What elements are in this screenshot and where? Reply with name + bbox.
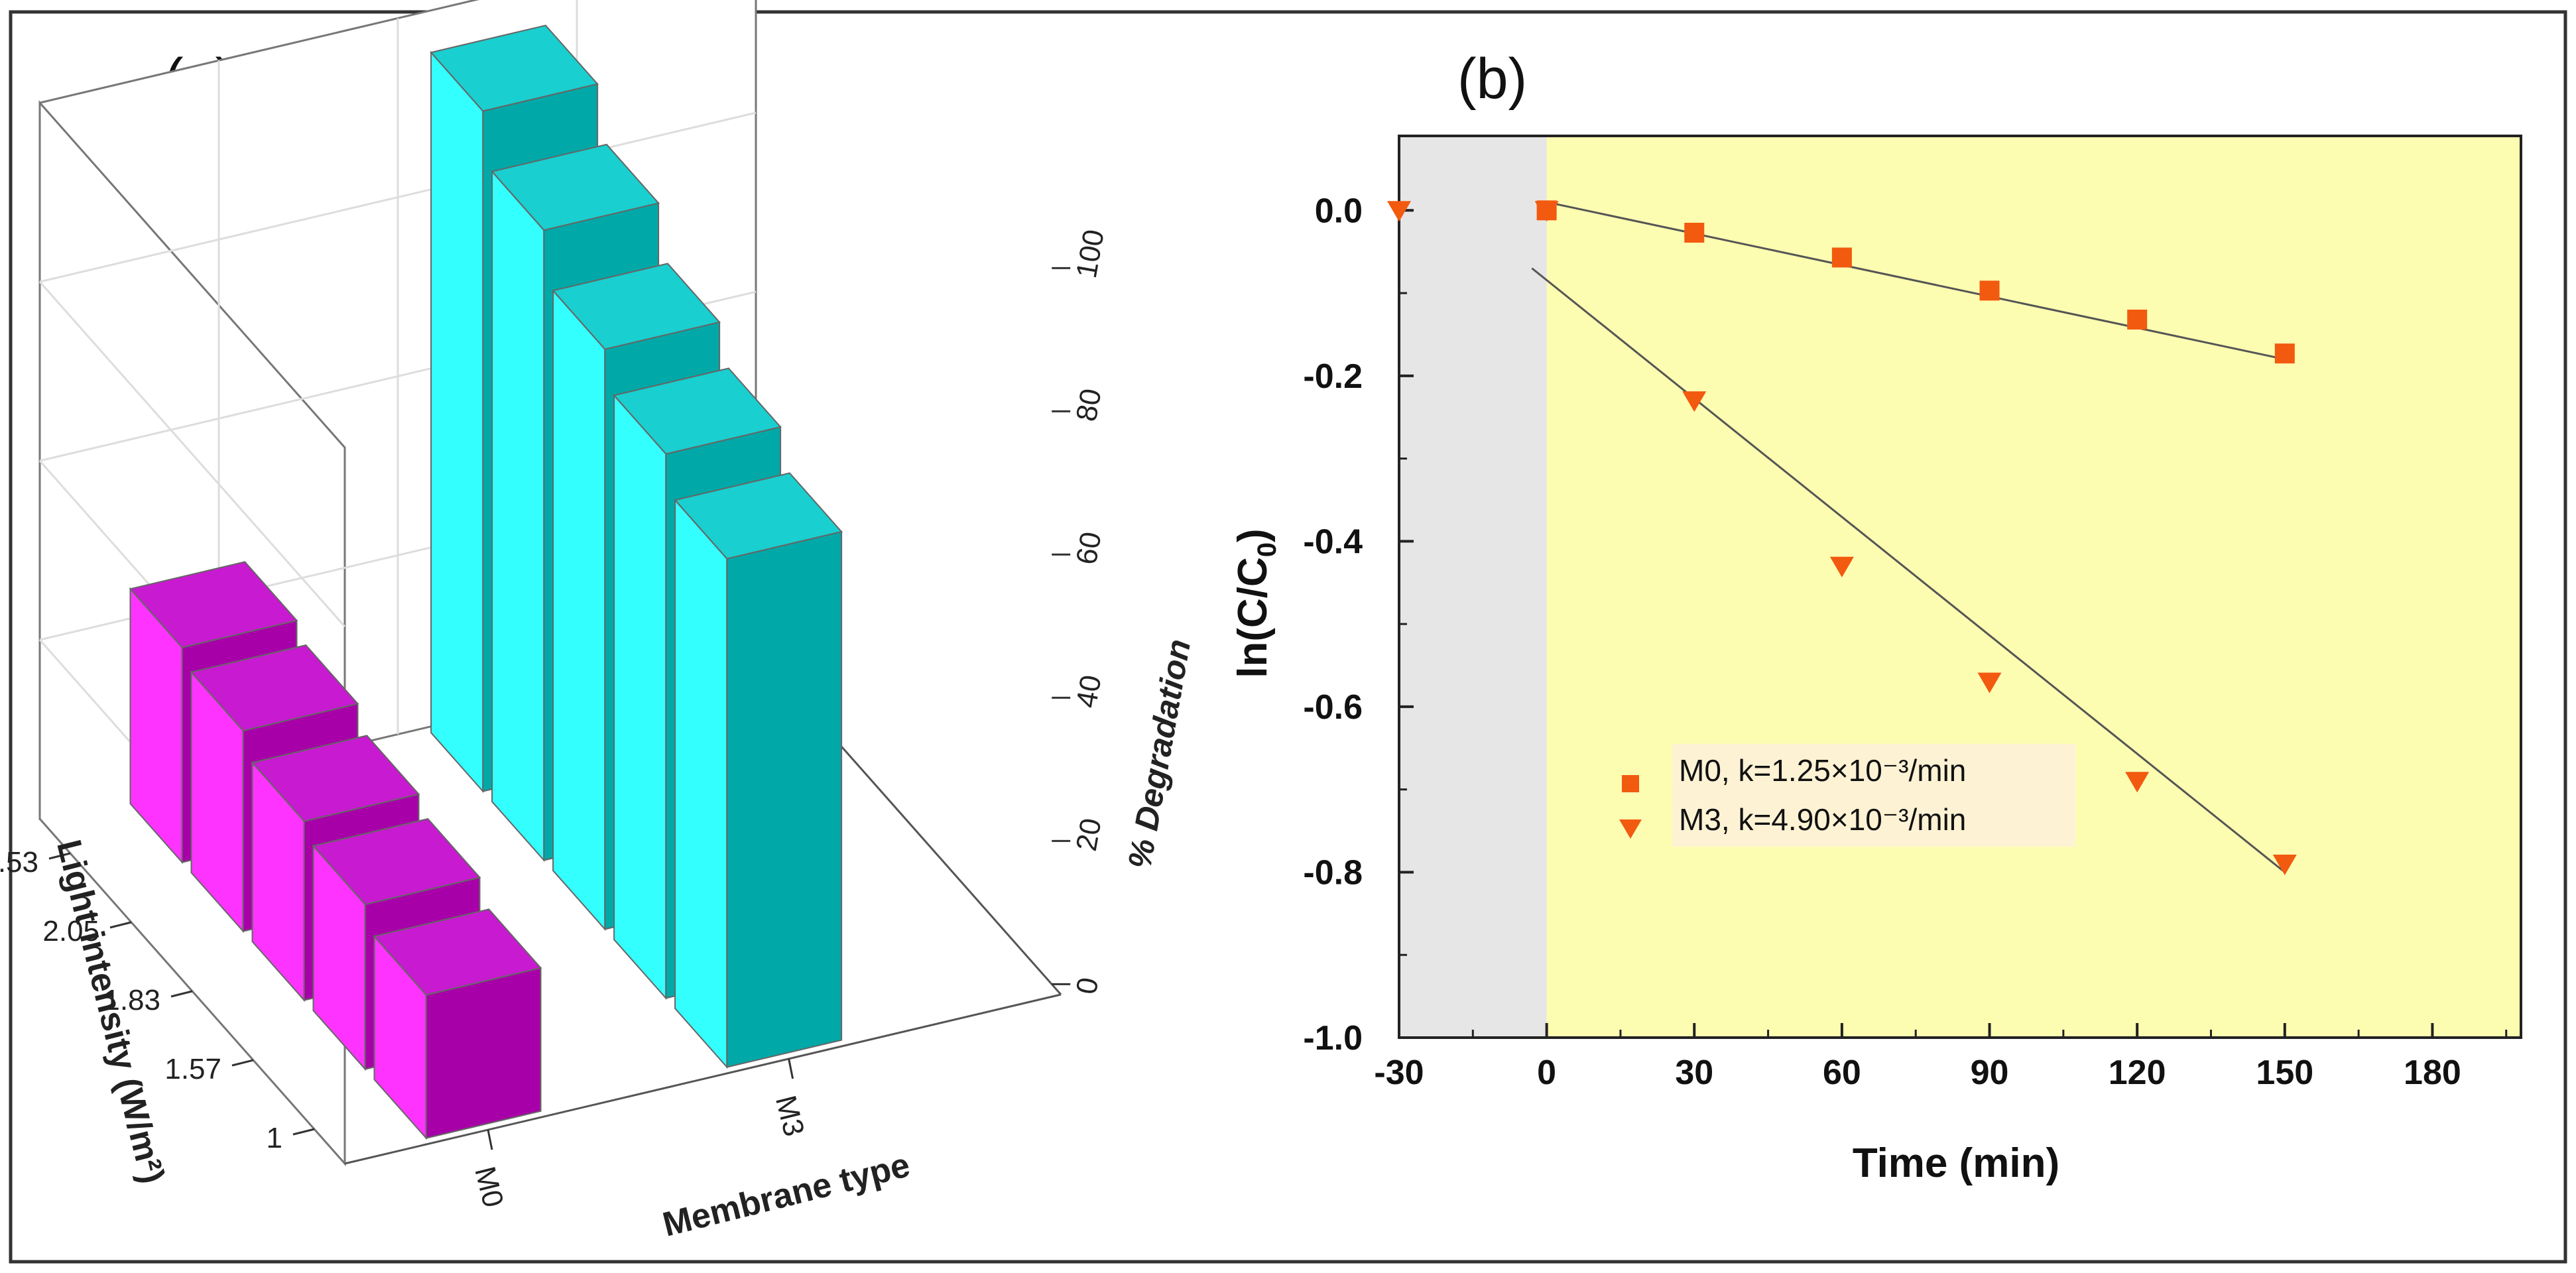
z-tick-20: 20 <box>1070 816 1108 854</box>
point-m0-90 <box>1979 280 2000 301</box>
bar-m0-1.83-top <box>251 735 420 822</box>
data-points <box>1387 200 2297 875</box>
light-region <box>1546 136 2521 1038</box>
bar-m3-1-side <box>674 498 728 1069</box>
side-gridline <box>38 281 346 627</box>
x-tick-0: 0 <box>1537 1054 1556 1092</box>
time-axis-title: Time (min) <box>1853 1140 2059 1186</box>
light-tick-2.05: 2.05 <box>42 915 99 947</box>
z-tick-80: 80 <box>1070 387 1108 424</box>
point-m0-120 <box>2127 309 2148 330</box>
fit-line-m3 <box>1531 267 2286 873</box>
z-tick-60: 60 <box>1070 530 1108 568</box>
point-m3-120 <box>2125 772 2150 793</box>
x-tick-120: 120 <box>2109 1054 2166 1092</box>
legend-m0-label: M0, k=1.25×10⁻³/min <box>1679 753 1966 788</box>
point-m3-0 <box>1534 201 1559 222</box>
y-tick--0.2: -0.2 <box>1303 357 1363 396</box>
light-tick-mark <box>231 1059 254 1067</box>
z-tick-40: 40 <box>1070 673 1108 711</box>
y-tick-0.0: 0.0 <box>1315 192 1363 230</box>
point-m3-30 <box>1682 391 1707 412</box>
legend: M0, k=1.25×10⁻³/min M3, k=4.90×10⁻³/min <box>1619 744 2075 847</box>
legend-m3-label: M3, k=4.90×10⁻³/min <box>1679 802 1966 837</box>
light-tick-mark <box>170 990 193 998</box>
y-tick--0.8: -0.8 <box>1303 853 1363 892</box>
y-tick--1.0: -1.0 <box>1303 1019 1363 1058</box>
bar-m0-2.53-top <box>129 561 298 648</box>
x-tick-60: 60 <box>1823 1054 1861 1092</box>
light-tick-1.83: 1.83 <box>103 984 160 1016</box>
panel-a-bars <box>129 25 843 1140</box>
bar-m0-1-top <box>373 908 542 996</box>
light-tick-mark <box>292 1128 315 1136</box>
bar-m3-1-top <box>674 472 843 560</box>
point-m0-60 <box>1831 247 1852 268</box>
y-tick--0.4: -0.4 <box>1303 522 1363 561</box>
bar-m3-2.53-top <box>430 25 599 112</box>
bar-m3-2.05-top <box>491 143 660 231</box>
panel-b-kinetics-chart: (b) 0.0 -0.2 -0.4 -0.6 -0.8 -1.0 -30 0 30 60 90 120… <box>1230 47 2522 1186</box>
legend-m0-marker <box>1622 775 1639 792</box>
point-m3-60 <box>1829 556 1854 577</box>
bar-m3-1.57-top <box>613 367 782 455</box>
light-tick-mark <box>109 921 132 929</box>
membrane-tick-mark <box>487 1129 493 1150</box>
x-tick--30: -30 <box>1374 1054 1424 1092</box>
floor-front-edge <box>344 993 1062 1165</box>
light-tick-1.57: 1.57 <box>164 1053 221 1085</box>
bar-m0-1-front <box>425 967 542 1139</box>
point-m3--30 <box>1387 201 1411 222</box>
light-tick-1: 1 <box>267 1122 282 1154</box>
x-tick-150: 150 <box>2256 1054 2313 1092</box>
bar-m3-2.53-side <box>430 50 484 794</box>
point-m3-150 <box>2272 854 2297 875</box>
fit-line-m0 <box>1546 201 2286 361</box>
x-tick-90: 90 <box>1971 1054 2009 1092</box>
back-gridline <box>39 111 757 283</box>
bar-m3-1.57-side <box>613 393 667 1000</box>
panel-b-label: (b) <box>1457 47 1527 111</box>
y-tick--0.6: -0.6 <box>1303 688 1363 727</box>
bar-m0-2.05-top <box>190 644 359 732</box>
point-m0-150 <box>2274 343 2295 364</box>
point-m3-90 <box>1977 672 2002 694</box>
x-tick-180: 180 <box>2404 1054 2461 1092</box>
bar-m3-1-front <box>726 530 843 1068</box>
point-m0-30 <box>1684 222 1705 243</box>
legend-m3-marker <box>1619 819 1642 839</box>
membrane-tick-mark <box>788 1058 794 1079</box>
bar-m0-1.57-top <box>312 818 481 906</box>
fit-lines <box>1531 201 2286 873</box>
light-tick-2.53: 2.53 <box>0 846 38 879</box>
panel-b-axes: 0.0 -0.2 -0.4 -0.6 -0.8 -1.0 -30 0 30 60 90 120 150 1… <box>1303 135 2522 1092</box>
x-tick-30: 30 <box>1675 1054 1713 1092</box>
legend-box <box>1672 744 2075 847</box>
dark-region <box>1399 136 1547 1038</box>
bar-m3-1.83-top <box>552 263 721 350</box>
plot-frame <box>1398 135 2522 1039</box>
light-tick-mark <box>48 852 71 860</box>
bar-m3-2.05-side <box>491 170 545 863</box>
bar-m3-1.83-side <box>552 288 606 932</box>
